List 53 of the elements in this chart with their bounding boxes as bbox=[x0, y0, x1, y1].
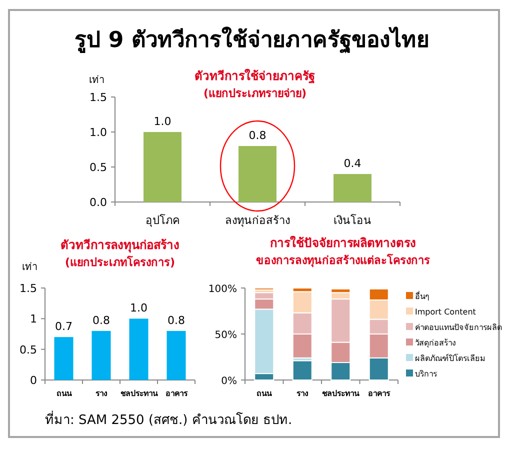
bar bbox=[292, 360, 312, 380]
y-tick-label: 1.5 bbox=[20, 282, 37, 295]
legend-label: บริการ bbox=[415, 370, 438, 378]
bar bbox=[238, 146, 276, 202]
data-label: 1.0 bbox=[154, 115, 172, 128]
x-tick-label: เงินโอน bbox=[334, 213, 372, 227]
data-label: 1.0 bbox=[130, 302, 148, 315]
y-tick-label: 0% bbox=[221, 376, 237, 387]
legend-label: ผลิตภัณฑ์ปิโตรเลียม bbox=[415, 353, 485, 363]
bar bbox=[129, 318, 148, 380]
legend-label: วัสดุก่อสร้าง bbox=[415, 338, 456, 348]
chart-title: การใช้ปัจจัยการผลิตทางตรง bbox=[270, 235, 416, 250]
y-tick-label: 50% bbox=[214, 330, 237, 341]
legend-label: ค่าตอบแทนปัจจัยการผลิต bbox=[415, 323, 502, 332]
x-tick-label: ชลประทาน bbox=[322, 389, 360, 398]
y-axis-title: เท่า bbox=[89, 75, 105, 86]
chart-subtitle: ของการลงทุนก่อสร้างแต่ละโครงการ bbox=[256, 253, 430, 268]
data-label: 0.4 bbox=[344, 157, 362, 170]
chart-title: ตัวทวีการใช้จ่ายภาครัฐ bbox=[194, 68, 316, 84]
y-tick-label: 1.0 bbox=[90, 126, 107, 139]
x-tick-label: ราง bbox=[296, 389, 308, 398]
x-tick-label: ถนน bbox=[256, 389, 273, 398]
bar bbox=[166, 330, 186, 380]
x-tick-label: ชลประทาน bbox=[120, 389, 158, 398]
text: ที่มา: SAM 2550 (สศช.) คำนวณโดย ธปท. bbox=[45, 411, 292, 428]
x-tick-label: อุปโภค bbox=[146, 213, 180, 227]
chart-subtitle: (แยกประเภทโครงการ) bbox=[64, 255, 176, 269]
text: รูป 9 ตัวทวีการใช้จ่ายภาครัฐของไทย bbox=[74, 26, 430, 54]
y-tick-label: 100% bbox=[208, 284, 237, 295]
y-tick-label: 1 bbox=[30, 312, 37, 326]
x-tick-label: ราง bbox=[95, 389, 108, 398]
chart-title: ตัวทวีการลงทุนก่อสร้าง bbox=[60, 238, 180, 253]
legend-label: อื่นๆ bbox=[415, 290, 429, 301]
y-tick-label: 1.5 bbox=[90, 91, 107, 104]
data-label: 0.8 bbox=[168, 314, 185, 327]
y-tick-label: 0 bbox=[30, 374, 37, 387]
y-tick-label: 0.5 bbox=[90, 161, 107, 174]
bar bbox=[144, 132, 182, 202]
chart-subtitle: (แยกประเภทรายจ่าย) bbox=[203, 87, 307, 100]
data-label: 0.8 bbox=[248, 129, 266, 142]
bar bbox=[334, 174, 372, 202]
data-label: 0.7 bbox=[55, 320, 72, 334]
y-tick-label: 0.5 bbox=[20, 343, 37, 356]
bar bbox=[92, 330, 111, 380]
legend-label: Import Content bbox=[415, 308, 476, 316]
x-tick-label: ลงทุนก่อสร้าง bbox=[225, 214, 290, 227]
x-tick-label: อาคาร bbox=[368, 389, 391, 398]
y-axis-title: เท่า bbox=[22, 262, 38, 273]
bar bbox=[54, 337, 74, 380]
x-tick-label: ถนน bbox=[56, 389, 72, 398]
x-tick-label: อาคาร bbox=[165, 389, 188, 398]
y-tick-label: 0.0 bbox=[90, 196, 107, 209]
data-label: 0.8 bbox=[92, 314, 110, 327]
